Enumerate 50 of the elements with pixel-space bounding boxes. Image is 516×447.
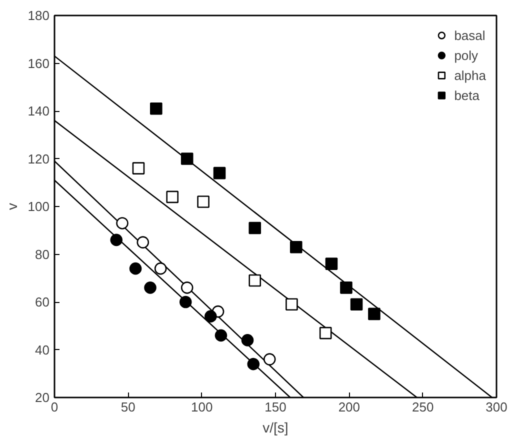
y-tick-label: 180 (28, 8, 50, 23)
point (197, 196, 210, 208)
x-axis-title: v/[s] (262, 420, 288, 436)
y-tick-label: 20 (35, 390, 50, 405)
y-tick-label: 160 (28, 56, 50, 71)
y-tick-label: 80 (35, 246, 50, 262)
x-tick-label: 300 (486, 400, 508, 414)
point (144, 282, 156, 294)
legend-label: poly (454, 48, 478, 62)
x-tick-label: 150 (264, 400, 286, 414)
point (180, 282, 194, 294)
point (116, 217, 128, 230)
point (248, 222, 262, 234)
point (150, 102, 162, 115)
point (325, 258, 338, 270)
y-axis-title: v (4, 203, 20, 210)
point (340, 282, 352, 294)
point (214, 329, 228, 342)
point (290, 240, 302, 254)
legend-label: basal (454, 28, 486, 42)
legend-label: beta (454, 88, 480, 102)
legend-label: alpha (454, 68, 486, 82)
x-tick-label: 0 (50, 400, 58, 414)
point (129, 262, 142, 275)
x-tick-label: 250 (412, 400, 434, 414)
point (179, 296, 192, 308)
point (368, 308, 380, 320)
point (350, 298, 363, 311)
point (241, 334, 254, 346)
point (180, 152, 194, 165)
point (263, 353, 276, 366)
point (213, 166, 226, 180)
point (110, 234, 123, 246)
y-tick-label: 100 (28, 199, 50, 214)
point (248, 274, 262, 287)
point (136, 236, 150, 248)
point (319, 326, 332, 340)
y-tick-label: 60 (35, 294, 50, 310)
point (204, 310, 217, 322)
x-tick-label: 100 (190, 400, 213, 414)
point (132, 162, 145, 174)
y-tick-label: 140 (28, 104, 50, 118)
x-tick-label: 50 (120, 400, 136, 414)
point (166, 190, 179, 204)
point (286, 298, 298, 311)
x-tick-label: 200 (338, 400, 360, 414)
y-tick-label: 40 (35, 342, 50, 358)
point (154, 262, 167, 275)
point (247, 358, 260, 370)
y-tick-label: 120 (28, 151, 50, 166)
